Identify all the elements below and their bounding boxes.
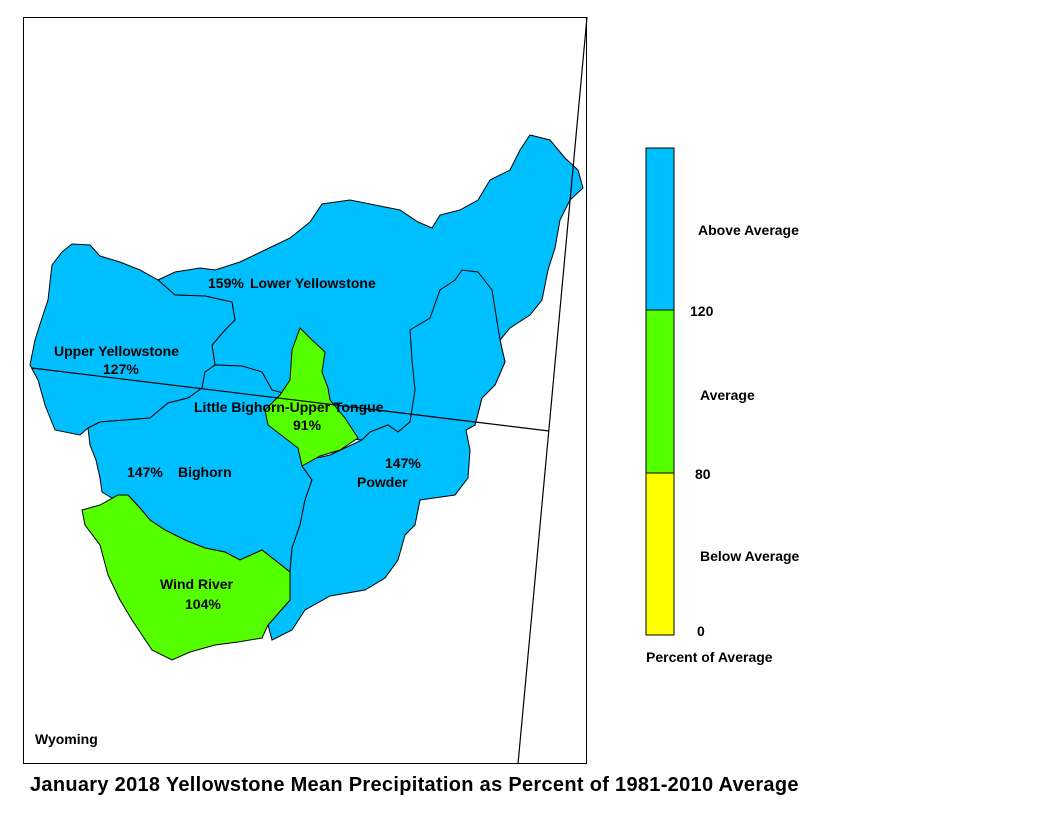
legend-label-above: Above Average	[698, 222, 799, 238]
legend: Above Average Average Below Average 120 …	[645, 147, 800, 665]
label-powder-name: Powder	[357, 474, 408, 490]
legend-label-average: Average	[700, 387, 755, 403]
label-lower-yellowstone-name: Lower Yellowstone	[250, 275, 376, 291]
basin-little-bighorn-upper-tongue[interactable]	[264, 327, 359, 467]
state-boundary-line	[31, 367, 550, 432]
label-wind-river-percent: 104%	[185, 596, 221, 612]
legend-swatch-below	[645, 472, 675, 636]
label-little-bighorn-name: Little Bighorn-Upper Tongue	[194, 399, 384, 415]
basin-powder[interactable]	[267, 269, 506, 641]
legend-break-120: 120	[690, 303, 714, 319]
label-wind-river-name: Wind River	[160, 576, 234, 592]
legend-title: Percent of Average	[646, 649, 773, 665]
legend-break-80: 80	[695, 466, 711, 482]
legend-swatch-average	[645, 309, 675, 474]
legend-break-0: 0	[697, 623, 705, 639]
label-bighorn-percent: 147%	[127, 464, 163, 480]
legend-swatch-above	[645, 147, 675, 311]
map-frame	[23, 17, 587, 764]
label-little-bighorn-percent: 91%	[293, 417, 322, 433]
label-powder-percent: 147%	[385, 455, 421, 471]
legend-label-below: Below Average	[700, 548, 800, 564]
label-state: Wyoming	[35, 731, 98, 747]
label-upper-yellowstone-percent: 127%	[103, 361, 139, 377]
label-upper-yellowstone-name: Upper Yellowstone	[54, 343, 179, 359]
label-lower-yellowstone-percent: 159%	[208, 275, 244, 291]
label-bighorn-name: Bighorn	[178, 464, 232, 480]
basin-wind-river[interactable]	[81, 494, 291, 661]
state-boundary-line	[517, 16, 588, 765]
map-title: January 2018 Yellowstone Mean Precipitat…	[30, 774, 799, 796]
